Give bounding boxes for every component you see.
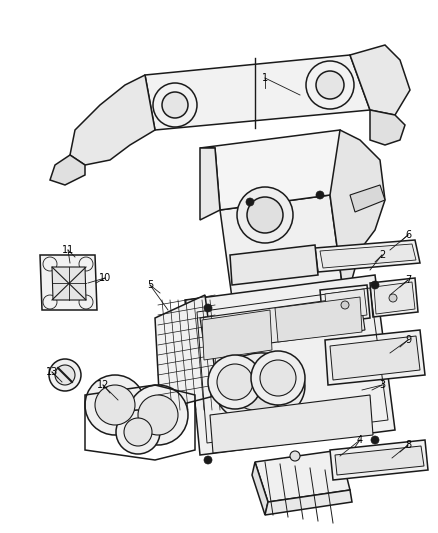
Circle shape bbox=[247, 197, 283, 233]
Circle shape bbox=[260, 360, 296, 396]
Polygon shape bbox=[370, 110, 405, 145]
Text: 3: 3 bbox=[379, 380, 385, 390]
Polygon shape bbox=[330, 336, 420, 380]
Polygon shape bbox=[350, 45, 410, 115]
Circle shape bbox=[251, 351, 305, 405]
Polygon shape bbox=[370, 278, 418, 317]
Polygon shape bbox=[70, 75, 155, 165]
Polygon shape bbox=[40, 255, 97, 310]
Polygon shape bbox=[265, 490, 352, 515]
Text: 8: 8 bbox=[405, 440, 411, 450]
Circle shape bbox=[49, 359, 81, 391]
Circle shape bbox=[128, 385, 188, 445]
Polygon shape bbox=[200, 148, 220, 220]
Circle shape bbox=[124, 418, 152, 446]
Polygon shape bbox=[220, 195, 345, 320]
Circle shape bbox=[316, 71, 344, 99]
Circle shape bbox=[43, 257, 57, 271]
Circle shape bbox=[208, 355, 262, 409]
Polygon shape bbox=[374, 282, 415, 314]
Circle shape bbox=[389, 294, 397, 302]
Circle shape bbox=[116, 410, 160, 454]
Polygon shape bbox=[230, 245, 318, 285]
Circle shape bbox=[55, 365, 75, 385]
Polygon shape bbox=[200, 296, 365, 352]
Polygon shape bbox=[145, 55, 370, 130]
Polygon shape bbox=[200, 130, 345, 210]
Circle shape bbox=[153, 83, 197, 127]
Polygon shape bbox=[185, 275, 395, 455]
Circle shape bbox=[204, 304, 212, 312]
Text: 12: 12 bbox=[97, 380, 109, 390]
Circle shape bbox=[316, 191, 324, 199]
Circle shape bbox=[217, 364, 253, 400]
Polygon shape bbox=[155, 295, 218, 410]
Circle shape bbox=[79, 257, 93, 271]
Polygon shape bbox=[350, 185, 385, 212]
Circle shape bbox=[371, 281, 379, 289]
Polygon shape bbox=[52, 267, 86, 300]
Circle shape bbox=[95, 385, 135, 425]
Polygon shape bbox=[50, 155, 85, 185]
Polygon shape bbox=[335, 446, 424, 475]
Circle shape bbox=[79, 295, 93, 309]
Polygon shape bbox=[202, 310, 272, 360]
Polygon shape bbox=[325, 330, 425, 385]
Circle shape bbox=[371, 436, 379, 444]
Ellipse shape bbox=[215, 353, 305, 423]
Circle shape bbox=[204, 456, 212, 464]
Polygon shape bbox=[210, 395, 373, 453]
Text: 10: 10 bbox=[99, 273, 111, 283]
Circle shape bbox=[85, 375, 145, 435]
Text: 11: 11 bbox=[62, 245, 74, 255]
Polygon shape bbox=[325, 289, 367, 320]
Text: 4: 4 bbox=[357, 435, 363, 445]
Circle shape bbox=[246, 198, 254, 206]
Polygon shape bbox=[320, 285, 370, 324]
Polygon shape bbox=[330, 440, 428, 480]
Text: 9: 9 bbox=[405, 335, 411, 345]
Circle shape bbox=[306, 61, 354, 109]
Text: 2: 2 bbox=[379, 250, 385, 260]
Ellipse shape bbox=[230, 366, 290, 410]
Polygon shape bbox=[252, 462, 268, 515]
Polygon shape bbox=[315, 240, 420, 272]
Circle shape bbox=[341, 301, 349, 309]
Text: 13: 13 bbox=[46, 367, 58, 377]
Circle shape bbox=[43, 295, 57, 309]
Polygon shape bbox=[275, 297, 362, 342]
Text: 1: 1 bbox=[262, 73, 268, 83]
Polygon shape bbox=[330, 130, 385, 305]
Circle shape bbox=[237, 187, 293, 243]
Circle shape bbox=[162, 92, 188, 118]
Text: 5: 5 bbox=[147, 280, 153, 290]
Polygon shape bbox=[255, 450, 350, 502]
Text: 6: 6 bbox=[405, 230, 411, 240]
Circle shape bbox=[290, 451, 300, 461]
Text: 7: 7 bbox=[405, 275, 411, 285]
Circle shape bbox=[138, 395, 178, 435]
Polygon shape bbox=[320, 244, 416, 268]
